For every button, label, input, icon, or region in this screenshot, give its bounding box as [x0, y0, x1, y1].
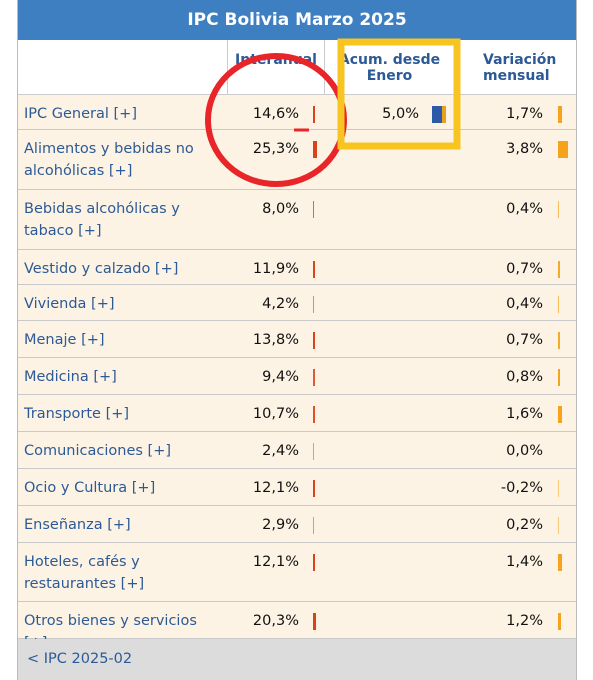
value-bar [313, 201, 315, 218]
value-bar [558, 554, 562, 571]
value-bar [558, 480, 559, 497]
cell-value: 1,2% [506, 613, 543, 629]
value-bar [313, 613, 317, 630]
row-label[interactable]: Vestido y calzado [+] [24, 261, 179, 277]
cell-value: 4,2% [262, 296, 299, 312]
table-title: IPC Bolivia Marzo 2025 [17, 0, 577, 40]
table-row: Vivienda [+] 4,2% 0,4% [17, 285, 577, 321]
table-row: Otros bienes y servicios [+]20,3%1,2% [17, 602, 577, 651]
cell-value: 14,6% [252, 106, 299, 122]
table-row: Medicina [+] 9,4% 0,8% [17, 358, 577, 395]
row-label[interactable]: IPC General [+] [24, 106, 137, 122]
value-bar [313, 261, 315, 278]
cell-value: 1,6% [506, 406, 543, 422]
cell-value: 11,9% [252, 261, 299, 277]
cell-value: 2,9% [262, 517, 299, 533]
cell-value: 0,8% [506, 369, 543, 385]
table-row: Transporte [+] 10,7% 1,6% [17, 395, 577, 432]
column-header: Interanual [228, 40, 325, 95]
cell-value: 25,3% [252, 141, 299, 157]
cell-value: 1,7% [506, 106, 543, 122]
row-label[interactable]: Bebidas alcohólicas y tabaco [+] [24, 201, 180, 239]
value-bar [558, 613, 562, 630]
table-row: Comunicaciones [+] 2,4% 0,0% [17, 432, 577, 469]
cell-value: 0,4% [506, 296, 543, 312]
value-bar [313, 106, 316, 123]
table-row: Alimentos y bebidas no alcohólicas [+] 25… [17, 130, 577, 190]
row-label[interactable]: Menaje [+] [24, 332, 105, 348]
cell-value: 0,7% [506, 261, 543, 277]
row-label[interactable]: Ocio y Cultura [+] [24, 480, 156, 496]
row-label[interactable]: Comunicaciones [+] [24, 443, 171, 459]
value-bar [558, 261, 560, 278]
cell-value: 12,1% [252, 554, 299, 570]
cell-value: 20,3% [252, 613, 299, 629]
table-row: Enseñanza [+] 2,9% 0,2% [17, 506, 577, 543]
cell-value: 0,2% [506, 517, 543, 533]
table-row: Hoteles, cafés y restaurantes [+] 12,1% 1,… [17, 543, 577, 602]
value-bar [558, 296, 560, 313]
cell-value: 5,0% [382, 106, 419, 122]
cell-value: 13,8% [252, 332, 299, 348]
value-bar [313, 406, 315, 423]
value-bar [313, 480, 315, 497]
row-label[interactable]: Vivienda [+] [24, 296, 115, 312]
value-bar [313, 369, 315, 386]
table-row: Vestido y calzado [+] 11,9% 0,7% [17, 250, 577, 285]
cell-value: 0,4% [506, 201, 543, 217]
value-bar [558, 141, 568, 158]
cell-value: -0,2% [500, 480, 543, 496]
row-label[interactable]: Hoteles, cafés y restaurantes [+] [24, 554, 145, 592]
cell-value: 1,4% [506, 554, 543, 570]
previous-link[interactable]: < IPC 2025-02 [17, 639, 577, 680]
value-bar [313, 554, 315, 571]
column-header: Variación mensual [455, 40, 577, 95]
cell-value: 10,7% [252, 406, 299, 422]
value-bar [432, 106, 446, 123]
row-label[interactable]: Medicina [+] [24, 369, 117, 385]
value-bar [313, 443, 314, 460]
value-bar [558, 369, 561, 386]
row-label[interactable]: Transporte [+] [24, 406, 130, 422]
row-label[interactable]: Enseñanza [+] [24, 517, 131, 533]
value-bar [313, 332, 316, 349]
value-bar [313, 517, 314, 534]
cell-value: 9,4% [262, 369, 299, 385]
table-row: IPC General [+] 14,6% 5,0% 1,7% [17, 95, 577, 130]
cell-value: 2,4% [262, 443, 299, 459]
cell-value: 0,7% [506, 332, 543, 348]
row-label[interactable]: Alimentos y bebidas no alcohólicas [+] [24, 141, 194, 179]
cell-value: 12,1% [252, 480, 299, 496]
column-header [17, 40, 228, 95]
value-bar [558, 201, 560, 218]
cell-value: 3,8% [506, 141, 543, 157]
table-row: Ocio y Cultura [+] 12,1% -0,2% [17, 469, 577, 506]
value-bar [558, 332, 560, 349]
column-header: Acum. desde Enero [325, 40, 455, 95]
value-bar [313, 141, 318, 158]
value-bar [558, 106, 563, 123]
value-bar [558, 517, 559, 534]
table-row: Bebidas alcohólicas y tabaco [+] 8,0% 0,4% [17, 190, 577, 250]
table-row: Menaje [+] 13,8% 0,7% [17, 321, 577, 358]
cell-value: 8,0% [262, 201, 299, 217]
value-bar [313, 296, 314, 313]
cell-value: 0,0% [506, 443, 543, 459]
value-bar [558, 406, 563, 423]
